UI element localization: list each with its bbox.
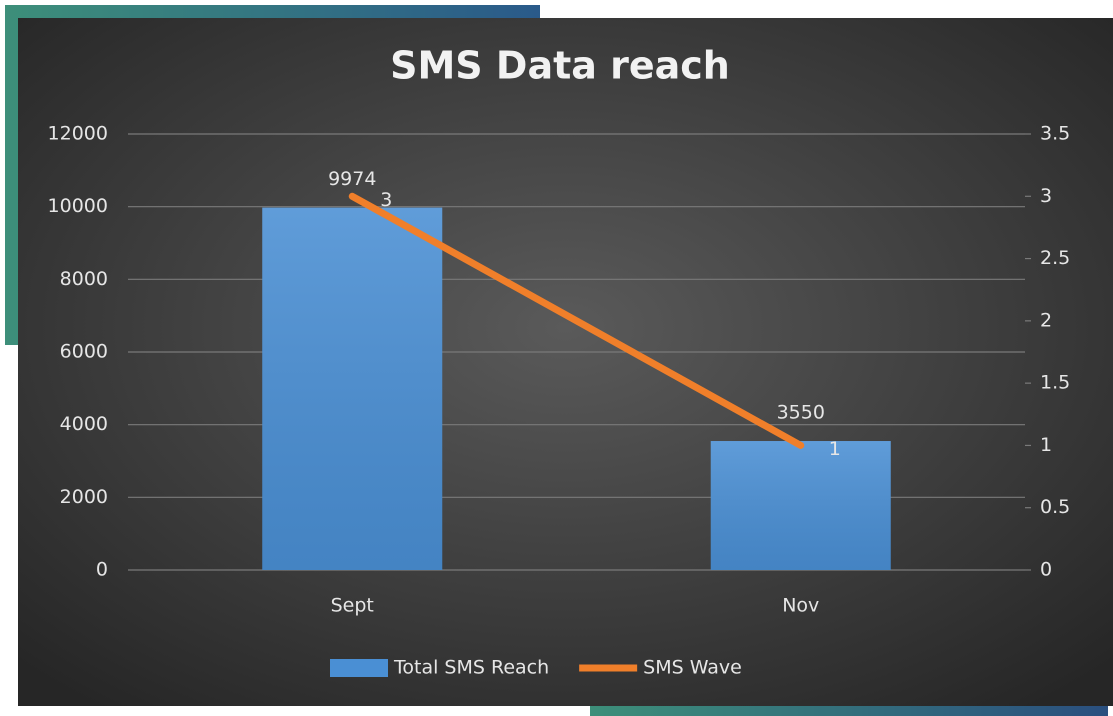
bar-shade bbox=[710, 441, 891, 570]
data-label: 3550 bbox=[777, 402, 825, 424]
legend-label: SMS Wave bbox=[643, 657, 742, 679]
x-tick-label: Sept bbox=[331, 595, 374, 617]
y-tick-label: 0 bbox=[96, 559, 108, 581]
chart-title: SMS Data reach bbox=[390, 44, 730, 88]
x-tick-label: Nov bbox=[782, 595, 819, 617]
y-tick-label: 12000 bbox=[48, 123, 108, 145]
y-tick-label: 8000 bbox=[60, 268, 108, 290]
y-tick-label: 4000 bbox=[60, 413, 108, 435]
y-tick-label: 6000 bbox=[60, 341, 108, 363]
data-label: 9974 bbox=[328, 168, 376, 190]
y2-tick-label: 1.5 bbox=[1040, 372, 1070, 394]
bar-shade bbox=[262, 207, 443, 570]
y2-tick-label: 2 bbox=[1040, 309, 1052, 331]
legend-swatch bbox=[330, 659, 388, 677]
line bbox=[348, 192, 805, 449]
y-tick-label: 10000 bbox=[48, 195, 108, 217]
y2-tick-label: 1 bbox=[1040, 434, 1052, 456]
y2-tick-label: 0.5 bbox=[1040, 496, 1070, 518]
y2-tick-label: 0 bbox=[1040, 559, 1052, 581]
y2-tick-label: 2.5 bbox=[1040, 247, 1070, 269]
data-label: 1 bbox=[829, 438, 841, 460]
y2-tick-label: 3 bbox=[1040, 185, 1052, 207]
y-tick-label: 2000 bbox=[60, 486, 108, 508]
chart-background bbox=[18, 18, 1113, 706]
legend-label: Total SMS Reach bbox=[393, 657, 549, 679]
data-label: 3 bbox=[380, 189, 392, 211]
y2-tick-label: 3.5 bbox=[1040, 123, 1070, 145]
